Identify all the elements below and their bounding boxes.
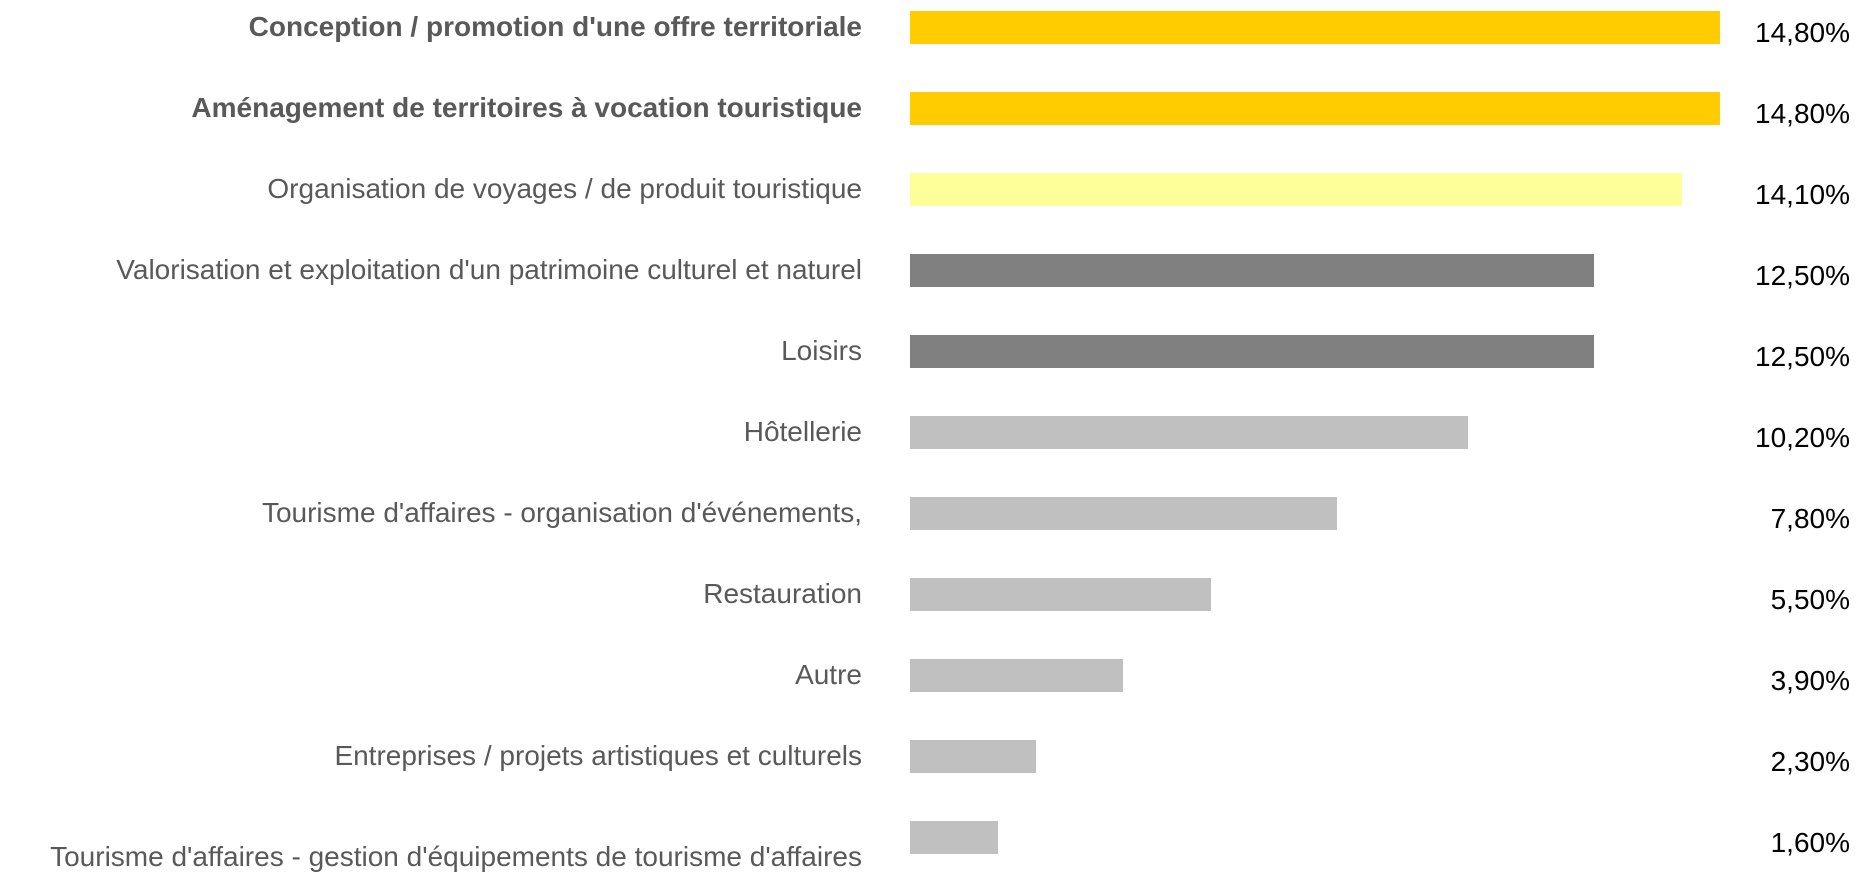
value-label: 14,10% bbox=[1755, 179, 1850, 210]
category-label: Hôtellerie bbox=[743, 416, 862, 447]
category-label: Valorisation et exploitation d'un patrim… bbox=[116, 254, 862, 285]
bar bbox=[910, 253, 1595, 287]
value-label: 14,80% bbox=[1755, 98, 1850, 129]
value-label: 12,50% bbox=[1755, 260, 1850, 291]
value-label: 1,60% bbox=[1770, 827, 1850, 858]
bar bbox=[910, 415, 1469, 449]
value-label: 12,50% bbox=[1755, 341, 1850, 372]
category-label: Entreprises / projets artistiques et cul… bbox=[334, 740, 862, 771]
value-label: 14,80% bbox=[1755, 17, 1850, 48]
bar bbox=[910, 10, 1720, 44]
value-label: 10,20% bbox=[1755, 422, 1850, 453]
bar bbox=[910, 658, 1124, 692]
bar bbox=[910, 172, 1682, 206]
bar bbox=[910, 334, 1595, 368]
value-label: 7,80% bbox=[1770, 503, 1850, 534]
value-label: 5,50% bbox=[1770, 584, 1850, 615]
category-label: Restauration bbox=[703, 578, 862, 609]
category-label: Loisirs bbox=[781, 335, 862, 366]
value-label: 3,90% bbox=[1770, 665, 1850, 696]
bar bbox=[910, 820, 998, 854]
bar bbox=[910, 496, 1337, 530]
category-label: Aménagement de territoires à vocation to… bbox=[191, 92, 862, 123]
category-label: Tourisme d'affaires - organisation d'évé… bbox=[261, 497, 862, 528]
category-label: Autre bbox=[795, 659, 862, 690]
bar bbox=[910, 577, 1211, 611]
category-label: Conception / promotion d'une offre terri… bbox=[248, 11, 862, 42]
bar bbox=[910, 91, 1720, 125]
category-label: Organisation de voyages / de produit tou… bbox=[267, 173, 862, 204]
category-label: Tourisme d'affaires - gestion d'équipeme… bbox=[50, 841, 862, 872]
bar bbox=[910, 739, 1036, 773]
value-label: 2,30% bbox=[1770, 746, 1850, 777]
